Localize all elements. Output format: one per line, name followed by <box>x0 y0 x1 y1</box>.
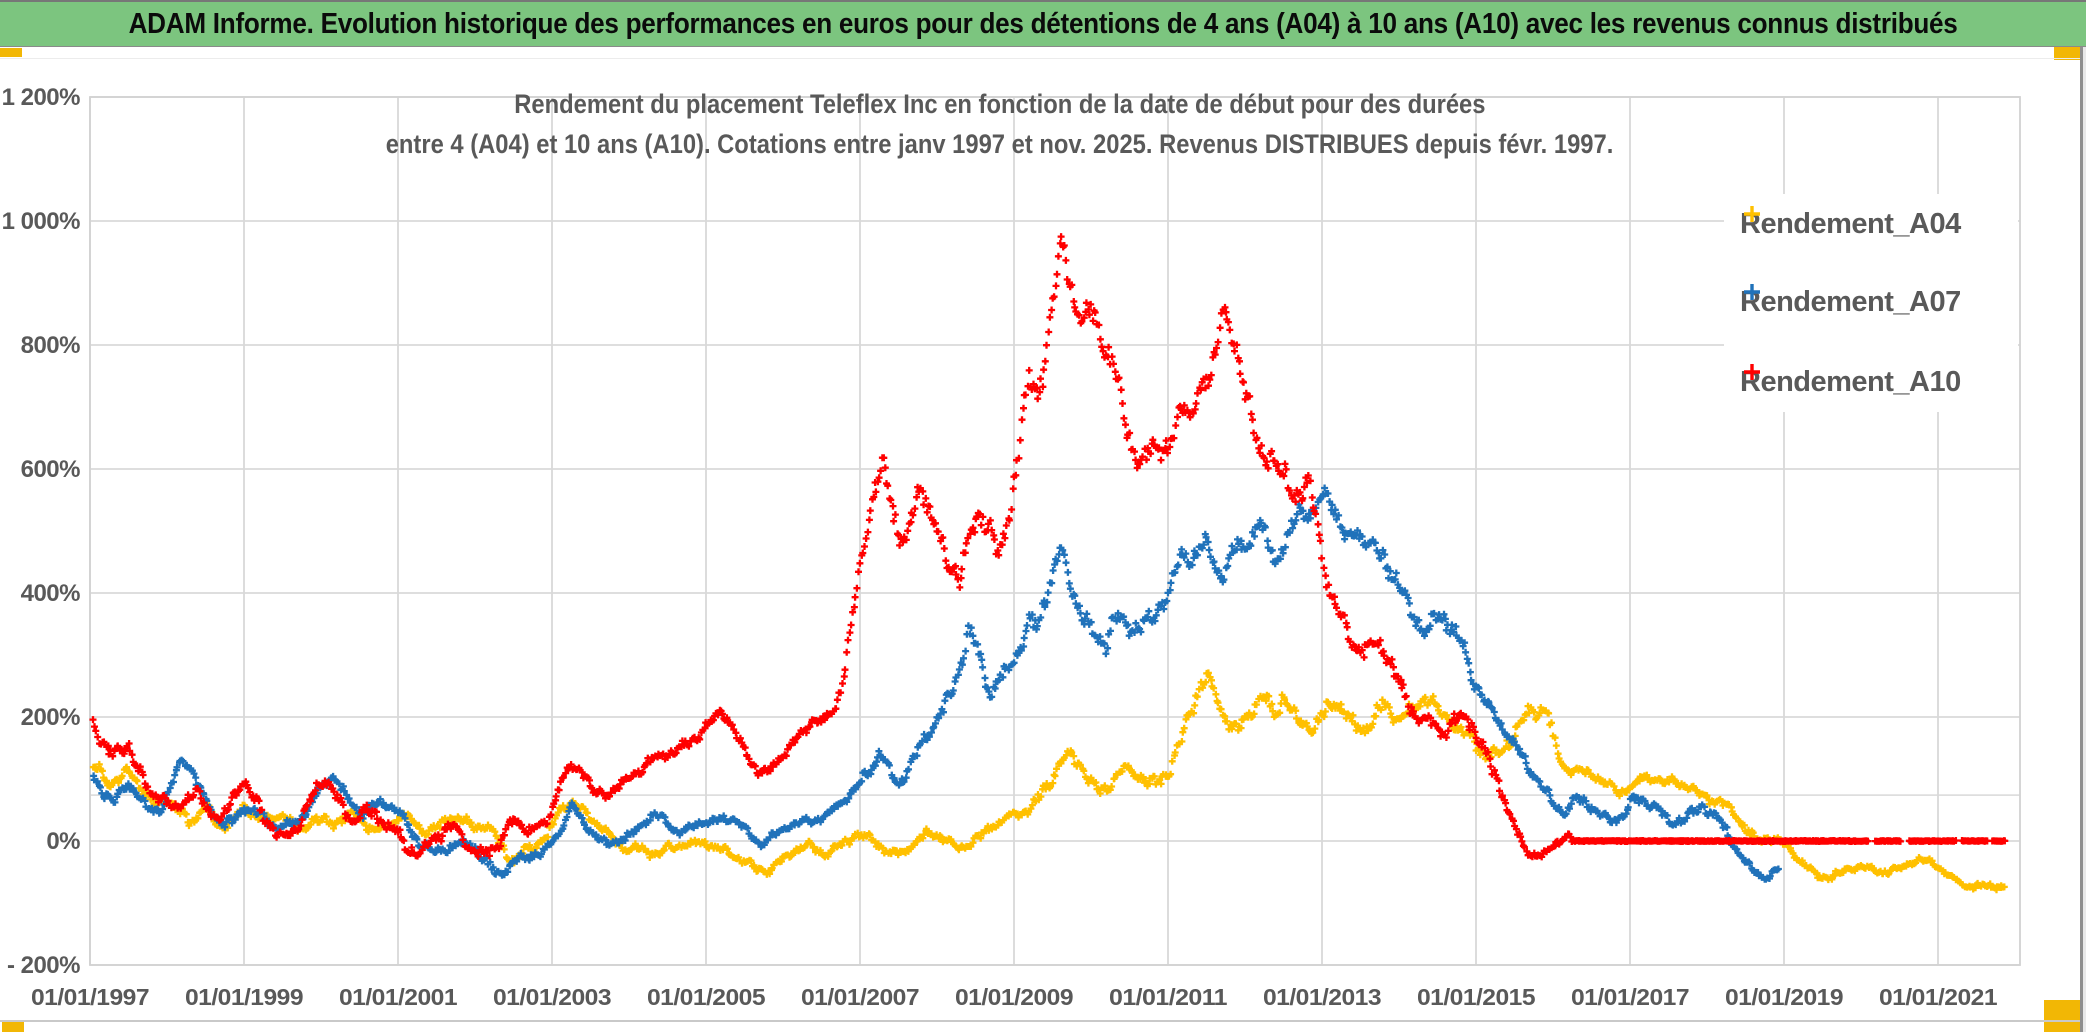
y-tick-label: 0% <box>46 828 80 855</box>
y-tick-label: - 200% <box>7 952 80 979</box>
header-title: ADAM Informe. Evolution historique des p… <box>128 7 1958 40</box>
plus-marker-icon <box>1744 206 1760 222</box>
bottom-right-accent <box>2044 1000 2086 1032</box>
legend-label-a04: Rendement_A04 <box>1740 207 1961 240</box>
gridlines <box>89 96 2021 966</box>
x-tick-label: 01/01/1999 <box>185 984 303 1010</box>
series-rendement_a10[interactable] <box>89 233 2009 861</box>
plus-marker-icon <box>1744 364 1760 380</box>
legend-item-a10[interactable]: Rendement_A10 <box>1740 360 1961 404</box>
legend-item-a04[interactable]: Rendement_A04 <box>1740 202 1961 246</box>
x-tick-label: 01/01/2009 <box>955 984 1073 1010</box>
x-axis-labels: 01/01/1997 01/01/1999 01/01/2001 01/01/2003… <box>31 984 1998 1010</box>
right-margin <box>2083 47 2086 1032</box>
x-tick-label: 01/01/2011 <box>1109 984 1228 1010</box>
y-tick-label: 600% <box>21 456 81 483</box>
chart-frame-top-line <box>0 58 2080 59</box>
legend: Rendement_A04 Rendement_A07 Rendement_A1… <box>1724 194 2018 412</box>
plot-svg: 1 200% 1 000% 800% 600% 400% 200% 0% - 200% 01/0… <box>2 84 2021 1010</box>
bottom-left-accent <box>2 1022 24 1032</box>
y-axis-labels: 1 200% 1 000% 800% 600% 400% 200% 0% - 200% <box>2 84 81 979</box>
x-tick-label: 01/01/2017 <box>1571 984 1689 1010</box>
y-tick-label: 1 000% <box>2 208 81 235</box>
legend-item-a07[interactable]: Rendement_A07 <box>1740 280 1961 324</box>
legend-label-a07: Rendement_A07 <box>1740 285 1961 318</box>
right-frame-line <box>2080 47 2083 1032</box>
x-tick-label: 01/01/2019 <box>1725 984 1843 1010</box>
y-tick-label: 200% <box>21 704 81 731</box>
x-tick-label: 01/01/2001 <box>339 984 458 1010</box>
header-bar: ADAM Informe. Evolution historique des p… <box>0 0 2086 47</box>
x-tick-label: 01/01/2021 <box>1879 984 1998 1010</box>
series-group <box>89 233 2009 894</box>
x-tick-label: 01/01/1997 <box>31 984 149 1010</box>
chart-object[interactable]: 1 200% 1 000% 800% 600% 400% 200% 0% - 200% 01/0… <box>0 47 2081 1020</box>
y-tick-label: 1 200% <box>2 84 81 111</box>
x-tick-label: 01/01/2005 <box>647 984 766 1010</box>
x-tick-label: 01/01/2007 <box>801 984 919 1010</box>
y-tick-label: 400% <box>21 580 81 607</box>
legend-label-a10: Rendement_A10 <box>1740 365 1961 398</box>
series-rendement_a04[interactable] <box>89 669 2008 894</box>
x-tick-label: 01/01/2003 <box>493 984 611 1010</box>
y-tick-label: 800% <box>21 332 81 359</box>
x-tick-label: 01/01/2013 <box>1263 984 1381 1010</box>
top-left-accent <box>0 48 22 57</box>
bottom-frame-line <box>0 1020 2080 1022</box>
plus-marker-icon <box>1744 284 1760 300</box>
x-tick-label: 01/01/2015 <box>1417 984 1536 1010</box>
top-right-accent <box>2054 47 2086 60</box>
